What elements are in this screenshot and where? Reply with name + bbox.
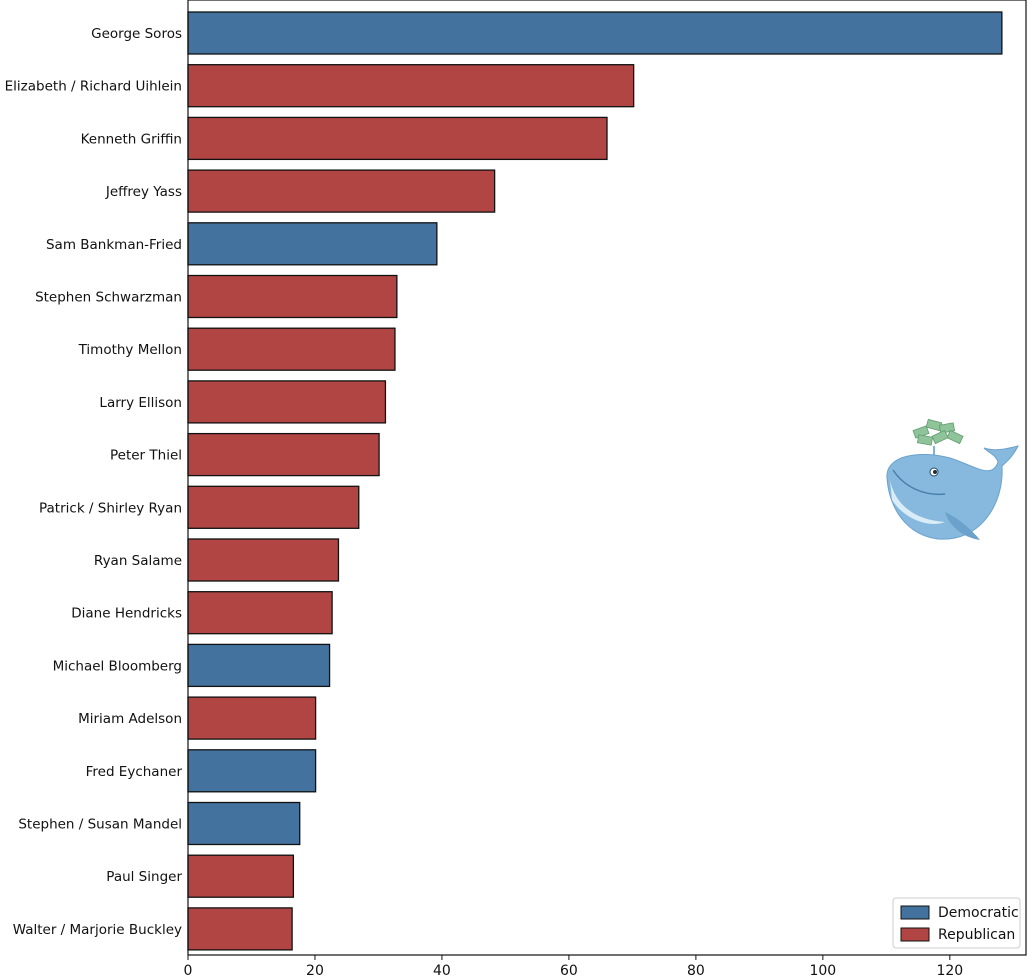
bar <box>187 749 317 793</box>
whale-mouth <box>892 469 946 496</box>
category-label: Kenneth Griffin <box>81 131 182 147</box>
x-tick-label: 20 <box>306 963 324 979</box>
bar <box>187 11 1003 55</box>
category-label: Sam Bankman-Fried <box>46 237 182 253</box>
bar <box>187 643 331 688</box>
legend-label-republican: Republican <box>938 927 1015 943</box>
x-tick-label: 0 <box>184 963 193 979</box>
bar <box>187 696 317 740</box>
whale-body <box>886 445 1019 540</box>
category-label: Michael Bloomberg <box>53 658 182 674</box>
category-label: Miriam Adelson <box>78 711 182 727</box>
bar <box>187 169 496 213</box>
category-label: Walter / Marjorie Buckley <box>13 922 182 938</box>
category-label: Timothy Mellon <box>78 342 182 358</box>
bar <box>187 327 396 371</box>
bar <box>187 801 301 846</box>
bar <box>187 538 340 582</box>
bars-group <box>187 11 1003 951</box>
x-tick-label: 40 <box>433 963 451 979</box>
bar <box>187 64 635 108</box>
bar <box>187 380 387 424</box>
category-label: Elizabeth / Richard Uihlein <box>5 79 182 95</box>
legend-swatch-democratic <box>900 905 930 920</box>
category-label: Fred Eychaner <box>86 764 183 780</box>
bar <box>187 116 608 161</box>
category-label: Stephen Schwarzman <box>35 290 182 306</box>
x-tick-label: 60 <box>560 963 578 979</box>
bar <box>187 907 293 951</box>
plot-frame <box>187 0 1027 956</box>
x-axis-ticks: 0 20 40 60 80 100 120 <box>184 955 963 979</box>
category-label: Patrick / Shirley Ryan <box>39 500 182 516</box>
category-label: Ryan Salame <box>94 553 182 569</box>
category-label: Paul Singer <box>106 869 182 885</box>
category-label: Diane Hendricks <box>71 606 182 622</box>
bar <box>187 274 398 319</box>
category-labels: George Soros Elizabeth / Richard Uihlein K… <box>5 26 183 938</box>
category-label: Stephen / Susan Mandel <box>18 817 182 833</box>
bar <box>187 432 380 477</box>
category-label: George Soros <box>91 26 182 42</box>
x-tick-label: 120 <box>936 963 963 979</box>
legend: Democratic Republican <box>892 897 1021 949</box>
x-tick-label: 100 <box>809 963 836 979</box>
bar <box>187 485 360 529</box>
category-label: Jeffrey Yass <box>105 184 182 200</box>
bar <box>187 222 438 266</box>
money-spout <box>912 418 964 458</box>
whale-fin <box>945 512 980 540</box>
legend-label-democratic: Democratic <box>938 905 1019 921</box>
category-label: Peter Thiel <box>110 448 182 464</box>
whale-with-money-icon <box>886 418 1019 540</box>
bar <box>187 591 333 635</box>
bar <box>187 854 295 898</box>
category-label: Larry Ellison <box>99 395 182 411</box>
x-tick-label: 80 <box>687 963 705 979</box>
legend-swatch-republican <box>900 927 930 942</box>
